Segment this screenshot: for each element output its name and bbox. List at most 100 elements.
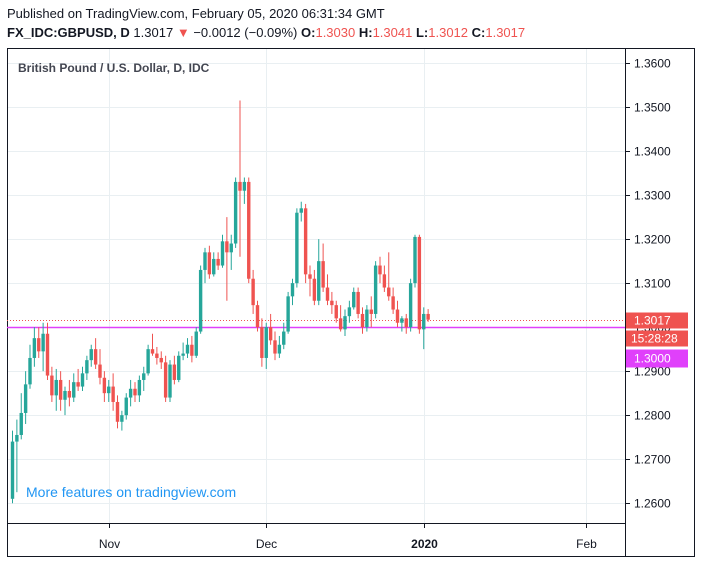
candle-body bbox=[76, 382, 80, 387]
candle-body bbox=[163, 362, 168, 398]
candle-body bbox=[360, 313, 365, 328]
candle-body bbox=[220, 241, 225, 266]
candle-body bbox=[378, 265, 382, 275]
candle-body bbox=[347, 307, 352, 317]
low-label: L: bbox=[415, 25, 429, 40]
grid bbox=[8, 49, 625, 523]
watermark-link[interactable]: More features on tradingview.com bbox=[26, 484, 236, 500]
candle-body bbox=[72, 382, 76, 398]
ohlc-legend: FX_IDC:GBPUSD, D 1.3017 ▼ −0.0012 (−0.09… bbox=[7, 25, 525, 40]
chart-frame bbox=[7, 48, 695, 557]
candle-body bbox=[312, 278, 317, 301]
y-tick-label: 1.2800 bbox=[634, 409, 671, 423]
candle-body bbox=[426, 313, 430, 320]
candle-body bbox=[50, 375, 54, 396]
candle-body bbox=[120, 415, 124, 422]
candle-body bbox=[111, 386, 115, 402]
candle-body bbox=[63, 390, 67, 400]
x-tick-label: Feb bbox=[576, 537, 597, 551]
candle-body bbox=[155, 353, 159, 358]
candle-body bbox=[290, 283, 295, 297]
close-label: C: bbox=[471, 25, 486, 40]
candle-body bbox=[238, 181, 242, 191]
symbol-label: FX_IDC:GBPUSD, D bbox=[7, 25, 130, 40]
candle-body bbox=[172, 364, 177, 380]
candle-body bbox=[400, 318, 404, 323]
countdown-tag-bg bbox=[626, 330, 688, 347]
candle-body bbox=[356, 291, 360, 314]
candle-body bbox=[251, 278, 255, 306]
candle-body bbox=[212, 258, 216, 275]
candle-body bbox=[146, 349, 150, 374]
candle-body bbox=[321, 261, 325, 288]
level-tag-bg bbox=[626, 349, 688, 368]
candle-body bbox=[203, 252, 207, 270]
candle-body bbox=[387, 287, 391, 297]
level-tag: 1.3000 bbox=[626, 349, 688, 368]
candle-body bbox=[150, 349, 155, 354]
candle-body bbox=[168, 364, 172, 398]
y-tick-label: 1.3400 bbox=[634, 145, 671, 159]
candle-body bbox=[10, 441, 15, 499]
candle-body bbox=[85, 360, 89, 374]
candle-body bbox=[365, 309, 369, 328]
candle-body bbox=[133, 388, 137, 396]
y-tick-label: 1.2600 bbox=[634, 497, 671, 511]
candle-body bbox=[93, 349, 98, 365]
open-label: O: bbox=[301, 25, 316, 40]
candle-body bbox=[89, 349, 93, 361]
candle-body bbox=[395, 309, 400, 323]
x-tick-label: Dec bbox=[256, 537, 277, 551]
candle-body bbox=[102, 377, 107, 394]
candle-body bbox=[216, 258, 220, 266]
candle-body bbox=[268, 327, 273, 341]
last-price-tag-text: 1.3017 bbox=[634, 314, 671, 328]
candle-body bbox=[369, 309, 373, 314]
y-tick-label: 1.3100 bbox=[634, 277, 671, 291]
candle-body bbox=[404, 318, 408, 328]
time-axis[interactable]: Nov Dec 2020 Feb bbox=[99, 523, 597, 551]
candle-body bbox=[98, 364, 102, 378]
close-value: 1.3017 bbox=[485, 25, 526, 40]
candle-body bbox=[242, 181, 247, 191]
candle-body bbox=[190, 344, 194, 356]
candle-body bbox=[325, 287, 330, 301]
candle-body bbox=[177, 355, 181, 380]
candle-body bbox=[194, 331, 198, 356]
candle-body bbox=[343, 316, 347, 330]
x-tick-label: Nov bbox=[99, 537, 120, 551]
candle-body bbox=[338, 318, 343, 330]
high-value: 1.3041 bbox=[372, 25, 413, 40]
candle-body bbox=[137, 379, 142, 396]
published-text: Published on TradingView.com, February 0… bbox=[7, 6, 385, 21]
candle-body bbox=[264, 327, 268, 358]
candle-body bbox=[299, 208, 303, 213]
y-tick-label: 1.3200 bbox=[634, 233, 671, 247]
open-value: 1.3030 bbox=[315, 25, 356, 40]
candle-body bbox=[115, 401, 120, 422]
y-tick-label: 1.3500 bbox=[634, 101, 671, 115]
candle-body bbox=[417, 236, 422, 330]
candle-body bbox=[413, 236, 417, 284]
candle-body bbox=[198, 269, 203, 332]
candle-body bbox=[334, 305, 338, 319]
candle-body bbox=[45, 333, 50, 376]
candle-body bbox=[185, 344, 190, 354]
candle-body bbox=[247, 181, 251, 279]
candle-body bbox=[352, 291, 356, 308]
candle-body bbox=[303, 208, 308, 275]
candle-body bbox=[260, 327, 264, 358]
candle-body bbox=[107, 386, 111, 394]
high-label: H: bbox=[358, 25, 373, 40]
candle-body bbox=[391, 296, 395, 310]
down-arrow-icon: ▼ bbox=[176, 25, 190, 40]
candle-body bbox=[308, 274, 312, 279]
candle-body bbox=[233, 181, 238, 244]
candle-body bbox=[32, 338, 37, 358]
countdown-tag-text: 15:28:28 bbox=[631, 332, 678, 346]
candles bbox=[10, 100, 430, 504]
candle-body bbox=[80, 373, 85, 387]
candle-body bbox=[124, 397, 128, 416]
candle-body bbox=[58, 379, 63, 400]
